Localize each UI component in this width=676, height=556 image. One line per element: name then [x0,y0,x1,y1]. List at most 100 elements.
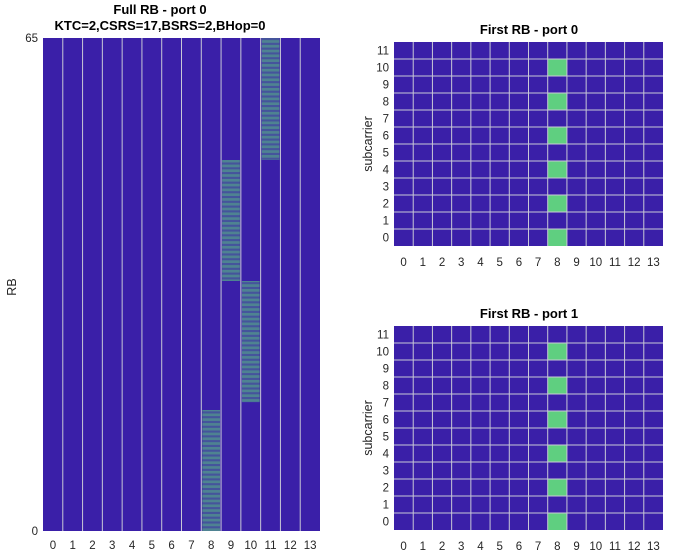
srs-stripe [261,52,280,54]
x-tick-label: 6 [168,540,174,552]
x-tick-label: 2 [439,541,445,553]
srs-stripe [241,326,260,328]
srs-stripe [241,305,260,306]
srs-stripe [261,46,280,47]
srs-stripe [241,378,260,380]
srs-stripe [222,175,240,176]
srs-stripe [241,340,260,342]
y-tick-label: 65 [25,33,38,45]
srs-stripe [222,234,240,236]
srs-stripe [222,166,240,167]
srs-stripe [261,71,280,73]
srs-stripe [202,474,221,476]
srs-stripe [202,529,221,530]
x-tick-label: 5 [149,540,155,552]
srs-stripe [261,80,280,81]
srs-stripe [241,297,260,299]
x-tick-label: 10 [589,541,602,553]
srs-stripe [261,98,280,99]
srs-stripe [261,101,280,103]
srs-stripe [202,454,221,456]
srs-stripe [202,479,221,481]
srs-stripe [261,147,280,148]
srs-stripe [261,128,280,130]
srs-stripe [241,300,260,301]
srs-stripe [222,162,240,164]
y-tick-label: 8 [383,97,389,109]
srs-stripe [261,56,280,57]
srs-stripe [222,160,240,161]
srs-stripe [202,527,221,529]
full-rb-srs-column-symbol-9 [222,160,240,281]
srs-stripe [222,257,240,258]
srs-stripe [202,438,221,439]
srs-stripe [241,376,260,377]
srs-stripe [222,219,240,221]
srs-stripe [241,368,260,370]
srs-stripe [202,462,221,463]
x-tick-label: 6 [516,541,522,553]
srs-stripe [202,481,221,482]
srs-stripe [202,439,221,440]
srs-stripe [261,51,280,52]
srs-stripe [241,331,260,333]
y-tick-label: 0 [32,526,38,538]
srs-stripe [222,228,240,229]
srs-stripe [241,354,260,356]
srs-stripe [261,134,280,136]
x-tick-label: 8 [554,541,560,553]
srs-stripe [202,486,221,487]
srs-stripe [241,373,260,375]
srs-stripe [222,264,240,266]
srs-stripe [241,367,260,368]
active-cell-subcarrier-4 [547,445,567,462]
srs-stripe [222,201,240,203]
active-cell-subcarrier-8 [547,377,567,394]
y-tick-label: 0 [383,517,389,529]
srs-stripe [261,143,280,145]
full-rb-srs-column-symbol-8 [202,410,221,531]
srs-stripe [241,350,260,352]
srs-stripe [241,291,260,293]
srs-stripe [261,89,280,90]
srs-stripe [261,123,280,124]
srs-stripe [261,141,280,142]
srs-stripe [222,218,240,219]
srs-stripe [241,392,260,394]
srs-stripe [261,109,280,111]
srs-stripe [202,492,221,494]
srs-stripe [222,221,240,223]
srs-stripe [241,352,260,353]
srs-stripe [222,267,240,269]
srs-stripe [261,114,280,116]
srs-stripe [222,249,240,251]
x-tick-label: 3 [109,540,115,552]
srs-stripe [222,197,240,199]
srs-stripe [241,353,260,355]
srs-stripe [222,171,240,172]
srs-stripe [202,487,221,489]
srs-stripe [202,525,221,526]
srs-stripe [222,242,240,243]
srs-stripe [222,248,240,250]
srs-stripe [222,210,240,212]
srs-stripe [222,203,240,204]
y-tick-label: 4 [383,165,390,177]
srs-stripe [261,84,280,85]
srs-stripe [202,493,221,495]
srs-stripe [261,103,280,104]
srs-stripe [241,349,260,351]
srs-stripe [241,381,260,382]
srs-stripe [241,306,260,308]
first-rb-port0-cells [394,42,663,246]
srs-stripe [261,151,280,152]
srs-stripe [202,524,221,525]
srs-stripe [222,259,240,261]
srs-stripe [261,45,280,46]
srs-stripe [202,511,221,513]
srs-stripe [202,488,221,490]
srs-stripe [202,522,221,524]
srs-stripe [241,339,260,341]
srs-stripe [222,213,240,214]
srs-stripe [241,393,260,395]
